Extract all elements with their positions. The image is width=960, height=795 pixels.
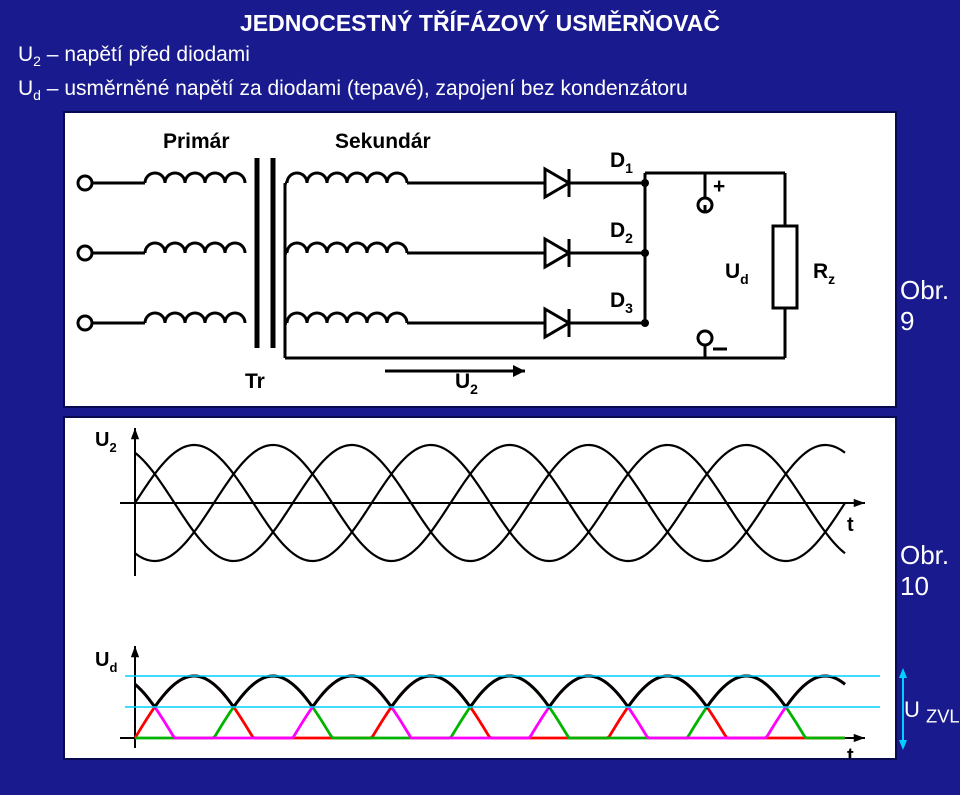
subtitle-u2-text: napětí před diodami	[64, 43, 250, 66]
fig9-label: Obr. 9	[900, 275, 960, 337]
svg-text:t: t	[847, 745, 854, 758]
svg-text:Ud: Ud	[725, 260, 749, 287]
svg-text:t: t	[847, 514, 854, 536]
subtitle-ud-text: usměrněné napětí za diodami (tepavé), za…	[64, 77, 687, 100]
svg-text:+: +	[713, 175, 725, 198]
circuit-diagram: + Primár Sekundár Tr U2 D1 D2 D3 Ud Rz	[63, 111, 897, 408]
uzvl-arrows	[896, 668, 910, 750]
svg-text:Ud: Ud	[95, 649, 117, 675]
fig10-label: Obr. 10	[900, 540, 960, 602]
uzvl-label: U ZVL	[904, 697, 960, 727]
waveforms: U2 t Ud t	[63, 416, 897, 760]
page-title: JEDNOCESTNÝ TŘÍFÁZOVÝ USMĚRŇOVAČ	[0, 0, 960, 37]
svg-text:Rz: Rz	[813, 260, 835, 287]
svg-text:U2: U2	[455, 370, 478, 397]
svg-text:Tr: Tr	[245, 370, 265, 393]
svg-text:Sekundár: Sekundár	[335, 130, 431, 153]
subtitle-ud: Ud – usměrněné napětí za diodami (tepavé…	[0, 71, 960, 105]
svg-text:D1: D1	[610, 149, 633, 176]
svg-text:D2: D2	[610, 219, 633, 246]
svg-text:U2: U2	[95, 429, 117, 455]
svg-text:D3: D3	[610, 289, 633, 316]
svg-text:Primár: Primár	[163, 130, 230, 153]
subtitle-u2: U2 – napětí před diodami	[0, 37, 960, 71]
